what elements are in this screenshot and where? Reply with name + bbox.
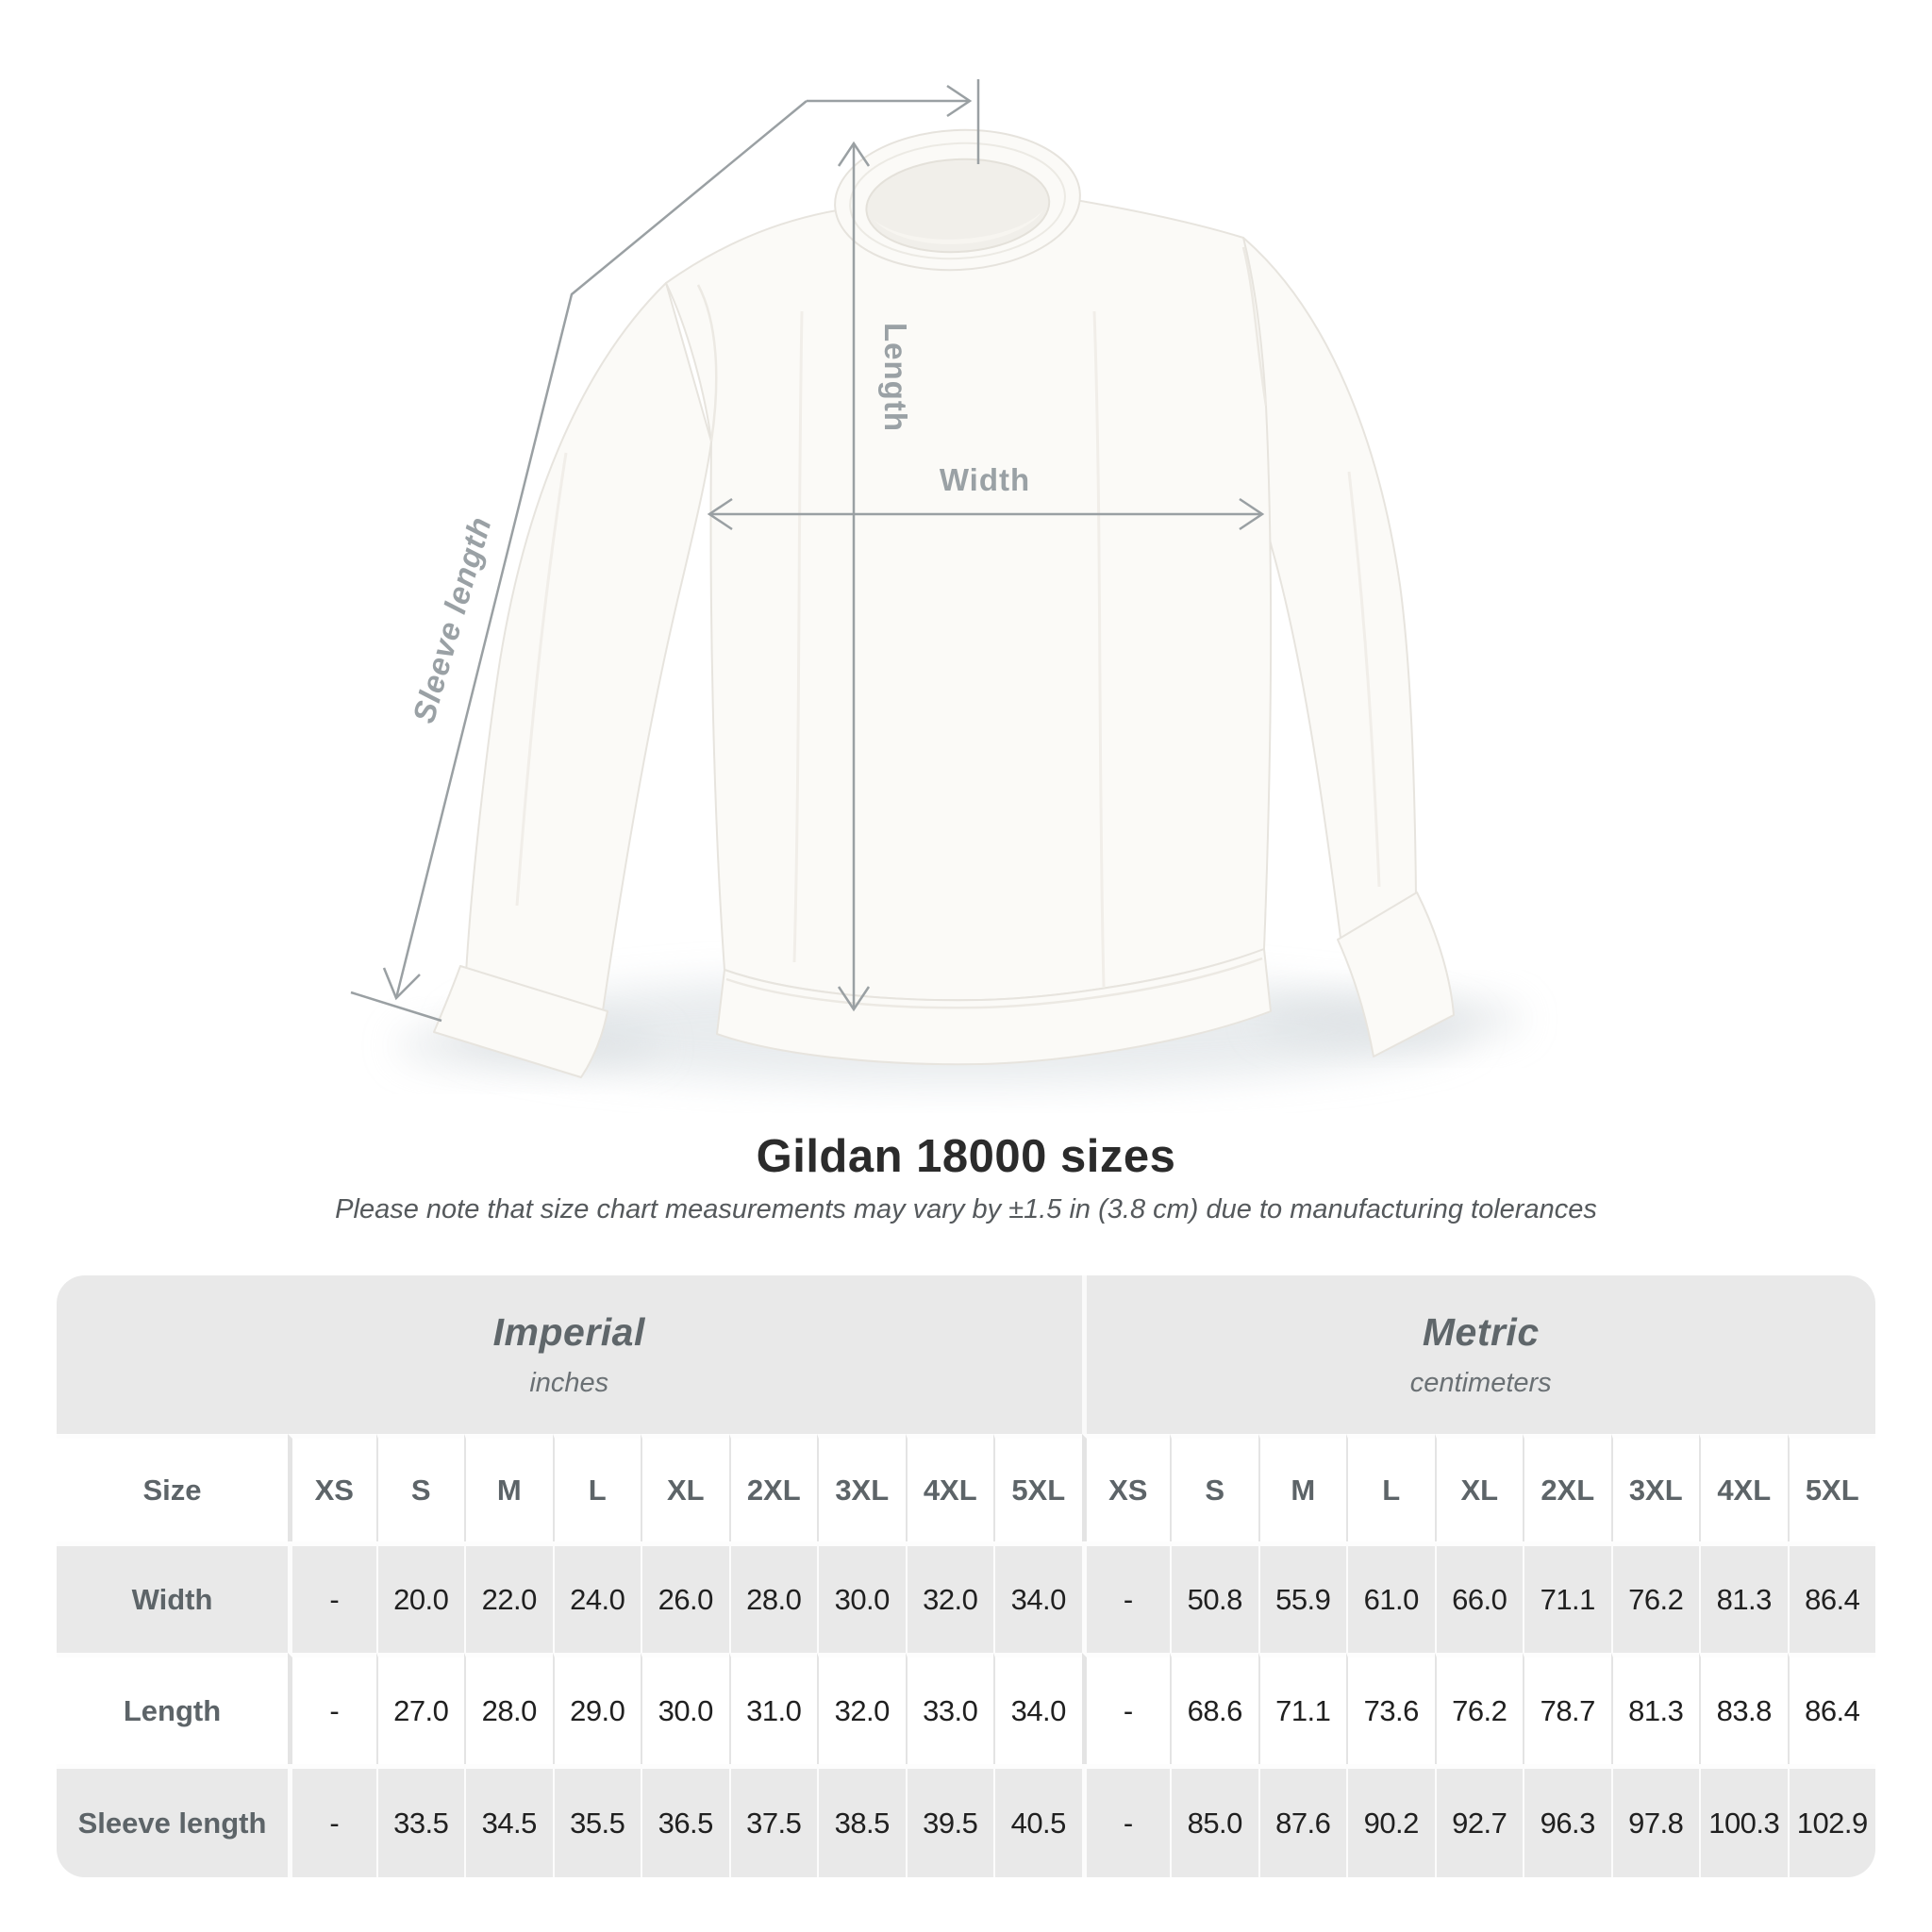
value-cell: -: [1081, 1541, 1170, 1653]
value-cell: 86.4: [1787, 1653, 1875, 1764]
value-cell: 36.5: [641, 1764, 729, 1877]
value-cell: 38.5: [817, 1764, 906, 1877]
value-cell: 100.3: [1699, 1764, 1788, 1877]
size-header-cell: 2XL: [728, 1434, 817, 1541]
size-header-cell: 5XL: [993, 1434, 1082, 1541]
body: [665, 192, 1273, 1002]
value-cell: 96.3: [1523, 1764, 1611, 1877]
metric-label: Metric: [1422, 1310, 1540, 1354]
imperial-label: Imperial: [492, 1310, 645, 1354]
value-cell: 27.0: [375, 1653, 464, 1764]
value-cell: 81.3: [1699, 1541, 1788, 1653]
value-cell: 20.0: [375, 1541, 464, 1653]
value-cell: 68.6: [1170, 1653, 1258, 1764]
size-header-cell: 5XL: [1787, 1434, 1875, 1541]
value-cell: 78.7: [1523, 1653, 1611, 1764]
value-cell: 73.6: [1346, 1653, 1435, 1764]
value-cell: 102.9: [1787, 1764, 1875, 1877]
row-label-length: Length: [57, 1653, 288, 1764]
value-cell: 40.5: [993, 1764, 1082, 1877]
value-cell: 92.7: [1434, 1764, 1523, 1877]
right-cuff: [1337, 891, 1455, 1058]
value-cell: 28.0: [728, 1541, 817, 1653]
value-cell: 31.0: [728, 1653, 817, 1764]
value-cell: 76.2: [1434, 1653, 1523, 1764]
length-dimension-line: [837, 141, 871, 1012]
size-header-cell: 4XL: [1699, 1434, 1788, 1541]
value-cell: 87.6: [1257, 1764, 1346, 1877]
size-header-cell: L: [1346, 1434, 1435, 1541]
value-cell: -: [1081, 1653, 1170, 1764]
value-cell: 30.0: [641, 1653, 729, 1764]
collar: [834, 128, 1081, 272]
imperial-sublabel: inches: [529, 1368, 609, 1398]
value-cell: 71.1: [1523, 1541, 1611, 1653]
size-column-header: Size: [57, 1434, 288, 1541]
left-sleeve: [465, 282, 712, 1018]
size-header-cell: L: [552, 1434, 641, 1541]
value-cell: 76.2: [1610, 1541, 1699, 1653]
value-cell: 26.0: [641, 1541, 729, 1653]
value-cell: 34.5: [464, 1764, 553, 1877]
metric-sublabel: centimeters: [1409, 1368, 1552, 1398]
size-header-cell: 4XL: [905, 1434, 993, 1541]
sweatshirt-measurement-diagram: Length Width Sleeve length: [350, 79, 1524, 1085]
value-cell: -: [288, 1541, 376, 1653]
value-cell: 22.0: [464, 1541, 553, 1653]
value-cell: 55.9: [1257, 1541, 1346, 1653]
value-cell: -: [288, 1764, 376, 1877]
unit-group-imperial: Imperial inches: [57, 1275, 1082, 1434]
value-cell: 83.8: [1699, 1653, 1788, 1764]
size-header-cell: XS: [288, 1434, 376, 1541]
value-cell: 34.0: [993, 1653, 1082, 1764]
value-cell: 24.0: [552, 1541, 641, 1653]
size-header-cell: M: [1257, 1434, 1346, 1541]
value-cell: 61.0: [1346, 1541, 1435, 1653]
value-cell: 50.8: [1170, 1541, 1258, 1653]
value-cell: 28.0: [464, 1653, 553, 1764]
size-header-cell: S: [1170, 1434, 1258, 1541]
value-cell: 32.0: [905, 1541, 993, 1653]
size-header-cell: 2XL: [1523, 1434, 1611, 1541]
value-cell: 85.0: [1170, 1764, 1258, 1877]
value-cell: 35.5: [552, 1764, 641, 1877]
width-dimension-line: [707, 497, 1265, 531]
sweatshirt-photo: [433, 128, 1455, 1078]
value-cell: 90.2: [1346, 1764, 1435, 1877]
page-title: Gildan 18000 sizes: [756, 1131, 1176, 1182]
value-cell: 32.0: [817, 1653, 906, 1764]
value-cell: 66.0: [1434, 1541, 1523, 1653]
value-cell: -: [288, 1653, 376, 1764]
size-header-cell: XS: [1081, 1434, 1170, 1541]
value-cell: -: [1081, 1764, 1170, 1877]
length-label: Length: [878, 323, 913, 432]
width-label: Width: [940, 462, 1030, 497]
size-header-cell: 3XL: [1610, 1434, 1699, 1541]
value-cell: 34.0: [993, 1541, 1082, 1653]
size-header-cell: XL: [641, 1434, 729, 1541]
value-cell: 29.0: [552, 1653, 641, 1764]
value-cell: 37.5: [728, 1764, 817, 1877]
value-cell: 39.5: [905, 1764, 993, 1877]
row-label-width: Width: [57, 1541, 288, 1653]
row-label-sleeve-length: Sleeve length: [57, 1764, 288, 1877]
value-cell: 86.4: [1787, 1541, 1875, 1653]
value-cell: 71.1: [1257, 1653, 1346, 1764]
left-cuff: [433, 965, 608, 1078]
size-chart-table: Imperial inches Metric centimeters Size …: [57, 1275, 1875, 1877]
size-header-cell: M: [464, 1434, 553, 1541]
value-cell: 33.5: [375, 1764, 464, 1877]
value-cell: 81.3: [1610, 1653, 1699, 1764]
value-cell: 30.0: [817, 1541, 906, 1653]
sleeve-length-label: Sleeve length: [406, 512, 498, 726]
sleeve-length-dimension-line: [350, 79, 980, 1023]
unit-group-metric: Metric centimeters: [1081, 1275, 1875, 1434]
size-header-cell: XL: [1434, 1434, 1523, 1541]
value-cell: 33.0: [905, 1653, 993, 1764]
size-header-cell: S: [375, 1434, 464, 1541]
size-header-cell: 3XL: [817, 1434, 906, 1541]
value-cell: 97.8: [1610, 1764, 1699, 1877]
page-subtitle: Please note that size chart measurements…: [335, 1194, 1597, 1224]
